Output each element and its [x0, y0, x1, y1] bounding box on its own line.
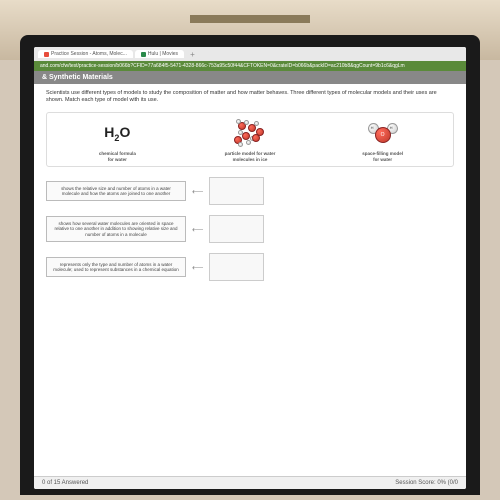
arrow-icon: ⟵ — [192, 263, 203, 272]
h-label: H — [390, 125, 393, 130]
progress-text: 0 of 15 Answered — [42, 480, 88, 486]
match-row-3: represents only the type and number of a… — [46, 253, 454, 281]
model-space-filling[interactable]: H H O space-filling model for water — [323, 117, 442, 162]
spacefill-visual: H H O — [323, 117, 442, 149]
arrow-icon: ⟵ — [192, 225, 203, 234]
match-row-2: shows how several water molecules are or… — [46, 215, 454, 243]
address-bar[interactable]: and.com/cfw/test/practice-session/b066b?… — [34, 61, 466, 71]
url-text: and.com/cfw/test/practice-session/b066b?… — [40, 63, 405, 69]
tab-label: Practice Session - Atoms, Molec... — [51, 51, 127, 57]
model-particle[interactable]: particle model for water molecules in ic… — [190, 117, 309, 162]
laptop-frame: Practice Session - Atoms, Molec... Hulu … — [20, 35, 480, 495]
models-container: H2O chemical formula for water — [46, 112, 454, 167]
o-label: O — [381, 132, 385, 138]
wall-shelf — [190, 15, 310, 23]
question-content: Scientists use different types of models… — [34, 84, 466, 476]
section-header: & Synthetic Materials — [34, 71, 466, 84]
score-text: Session Score: 0% (0/0 — [395, 480, 458, 486]
arrow-icon: ⟵ — [192, 187, 203, 196]
particle-visual — [190, 117, 309, 149]
tab-label: Hulu | Movies — [148, 51, 178, 57]
formula-text: H2O — [104, 124, 130, 143]
description-box[interactable]: shows how several water molecules are or… — [46, 216, 186, 242]
h-label: H — [371, 125, 374, 130]
drop-target[interactable] — [209, 177, 264, 205]
browser-tab-hulu[interactable]: Hulu | Movies — [135, 50, 184, 58]
formula-visual: H2O — [58, 117, 177, 149]
match-row-1: shows the relative size and number of at… — [46, 177, 454, 205]
browser-tab-practice[interactable]: Practice Session - Atoms, Molec... — [38, 50, 133, 58]
model-label: particle model for water molecules in ic… — [190, 151, 309, 162]
session-footer: 0 of 15 Answered Session Score: 0% (0/0 — [34, 476, 466, 489]
drop-target[interactable] — [209, 215, 264, 243]
browser-tab-strip: Practice Session - Atoms, Molec... Hulu … — [34, 47, 466, 61]
model-label: space-filling model for water — [323, 151, 442, 162]
description-box[interactable]: represents only the type and number of a… — [46, 257, 186, 278]
model-label: chemical formula for water — [58, 151, 177, 162]
question-instructions: Scientists use different types of models… — [46, 90, 454, 104]
tab-favicon-icon — [44, 52, 49, 57]
model-chemical-formula[interactable]: H2O chemical formula for water — [58, 117, 177, 162]
laptop-screen: Practice Session - Atoms, Molec... Hulu … — [34, 47, 466, 489]
new-tab-button[interactable]: + — [186, 50, 199, 59]
tab-favicon-icon — [141, 52, 146, 57]
description-box[interactable]: shows the relative size and number of at… — [46, 181, 186, 202]
drop-target[interactable] — [209, 253, 264, 281]
